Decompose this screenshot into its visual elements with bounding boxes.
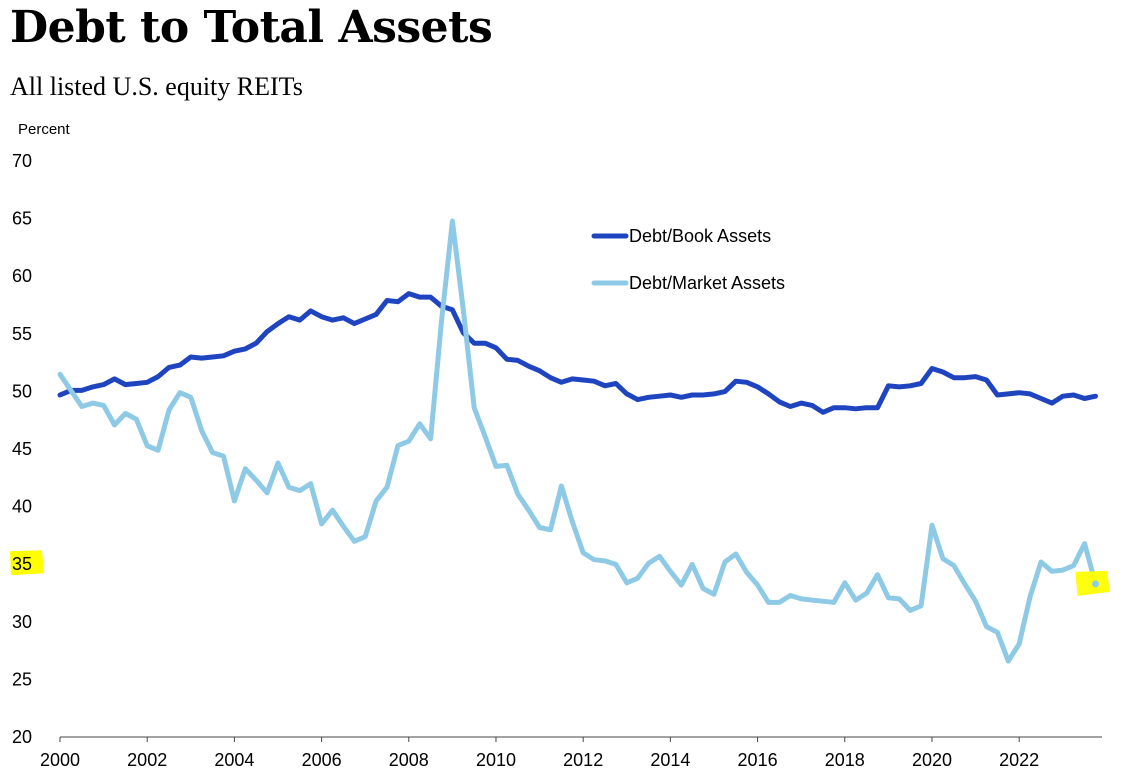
last-point-marker xyxy=(1091,580,1099,588)
y-tick-label: 30 xyxy=(12,612,32,632)
legend-label-debt-market-assets: Debt/Market Assets xyxy=(629,273,785,293)
y-tick-label: 25 xyxy=(12,669,32,689)
x-tick-label: 2008 xyxy=(389,750,429,770)
y-axis-label: Percent xyxy=(18,121,70,138)
y-tick-label: 45 xyxy=(12,439,32,459)
x-tick-label: 2000 xyxy=(40,750,80,770)
y-tick-label: 55 xyxy=(12,324,32,344)
y-tick-label: 40 xyxy=(12,497,32,517)
y-tick-label: 20 xyxy=(12,727,32,747)
x-tick-label: 2014 xyxy=(650,750,690,770)
y-tick-label: 50 xyxy=(12,381,32,401)
x-tick-label: 2002 xyxy=(127,750,167,770)
x-tick-label: 2006 xyxy=(302,750,342,770)
y-tick-label: 70 xyxy=(12,151,32,171)
axes-layer: 20 25 30 35 40 45 50 55 60 65 70 2000 2002 2004 2006 20… xyxy=(12,151,1102,770)
series-layer xyxy=(57,218,1110,664)
series-line-debt-market-assets xyxy=(57,218,1098,664)
highlights-layer xyxy=(10,550,44,576)
x-tick-label: 2010 xyxy=(476,750,516,770)
y-tick-label: 35 xyxy=(12,554,32,574)
legend: Debt/Book Assets Debt/Market Assets xyxy=(591,226,785,293)
y-tick-label: 60 xyxy=(12,266,32,286)
x-tick-label: 2012 xyxy=(563,750,603,770)
x-tick-label: 2004 xyxy=(214,750,254,770)
legend-label-debt-book-assets: Debt/Book Assets xyxy=(629,226,771,246)
y-tick-label: 65 xyxy=(12,209,32,229)
x-tick-label: 2016 xyxy=(738,750,778,770)
x-tick-label: 2018 xyxy=(825,750,865,770)
chart-subtitle: All listed U.S. equity REITs xyxy=(10,72,303,101)
chart-title: Debt to Total Assets xyxy=(10,2,493,53)
y-tick-highlight xyxy=(10,550,44,576)
x-tick-label: 2020 xyxy=(912,750,952,770)
x-tick-label: 2022 xyxy=(999,750,1039,770)
series-line-debt-book-assets xyxy=(57,291,1098,415)
